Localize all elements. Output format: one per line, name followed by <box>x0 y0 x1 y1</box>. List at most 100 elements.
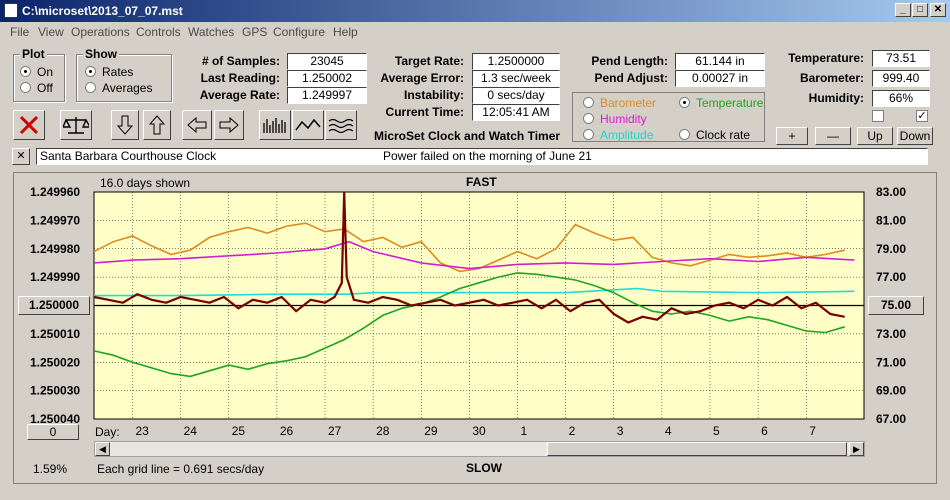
plot-off-radio[interactable]: Off <box>20 81 53 95</box>
average-error-label: Average Error: <box>380 71 464 85</box>
x-tick-label: 30 <box>472 424 486 438</box>
menu-operations[interactable]: Operations <box>71 25 130 39</box>
overlay-barometer-radio[interactable]: Barometer <box>583 96 656 110</box>
bar-graph-button[interactable] <box>259 110 291 140</box>
minus-button[interactable]: — <box>815 127 851 145</box>
menu-watches[interactable]: Watches <box>188 25 235 39</box>
temperature-field: 73.51 <box>872 50 930 67</box>
y-left-tick-label: 1.249960 <box>30 185 80 199</box>
up-button[interactable]: Up <box>857 127 893 145</box>
chart-bottom-title: SLOW <box>466 461 502 475</box>
menu-controls[interactable]: Controls <box>136 25 181 39</box>
app-icon <box>4 3 18 18</box>
percent-label: 1.59% <box>33 462 68 476</box>
x-tick-label: 3 <box>617 424 624 438</box>
arrow-down-button[interactable] <box>111 110 139 140</box>
show-group: Show Rates Averages <box>76 47 172 102</box>
overlay-clockrate-radio[interactable]: Clock rate <box>679 128 750 142</box>
menu-view[interactable]: View <box>38 25 64 39</box>
minimize-button[interactable]: _ <box>895 3 911 17</box>
x-tick-label: 23 <box>136 424 150 438</box>
wave-graph-icon <box>328 118 354 134</box>
plot-on-radio[interactable]: On <box>20 65 53 79</box>
show-averages-radio[interactable]: Averages <box>85 81 152 95</box>
menu-configure[interactable]: Configure <box>273 25 326 39</box>
red-x-icon <box>19 115 39 135</box>
barometer-label: Barometer: <box>799 71 864 85</box>
x-tick-label: 7 <box>809 424 816 438</box>
balance-button[interactable] <box>60 110 92 140</box>
stop-button[interactable] <box>13 110 45 140</box>
target-rate-label: Target Rate: <box>394 54 464 68</box>
y-left-tick-label: 1.250010 <box>30 327 80 341</box>
x-prefix-label: Day: <box>95 425 120 439</box>
pend-length-field: 61.144 in <box>675 53 765 70</box>
arrow-left-icon <box>187 116 207 134</box>
y-left-tick-label: 1.250030 <box>30 384 80 398</box>
humidity-label: Humidity: <box>808 91 864 105</box>
x-tick-label: 26 <box>280 424 294 438</box>
x-tick-label: 28 <box>376 424 390 438</box>
scale-balance-icon <box>63 117 89 134</box>
title-bar: C:\microset\2013_07_07.mst _ □ ✕ <box>0 0 950 22</box>
horizontal-scrollbar[interactable]: ◀ ▶ <box>94 441 865 457</box>
wave-graph-button[interactable] <box>325 110 357 140</box>
left-checkbox[interactable] <box>872 110 884 122</box>
menu-help[interactable]: Help <box>333 25 358 39</box>
close-button[interactable]: ✕ <box>930 3 946 17</box>
overlay-humidity-radio[interactable]: Humidity <box>583 112 647 126</box>
samples-label: # of Samples: <box>201 54 280 68</box>
current-time-field: 12:05:41 AM <box>472 104 560 121</box>
humidity-field: 66% <box>872 90 930 107</box>
menu-bar: File View Operations Controls Watches GP… <box>0 22 950 42</box>
note-left-text: Santa Barbara Courthouse Clock <box>40 149 217 163</box>
overlay-selector: Barometer Temperature Humidity Amplitude… <box>572 92 765 142</box>
x-tick-label: 25 <box>232 424 246 438</box>
plot-group: Plot On Off <box>13 47 65 102</box>
y-left-tick-label: 1.250040 <box>30 412 80 426</box>
pend-adjust-field: 0.00027 in <box>675 70 765 87</box>
line-graph-button[interactable] <box>292 110 324 140</box>
menu-gps[interactable]: GPS <box>242 25 268 39</box>
overlay-temperature-radio[interactable]: Temperature <box>679 96 763 110</box>
show-rates-radio[interactable]: Rates <box>85 65 133 79</box>
down-button[interactable]: Down <box>897 127 933 145</box>
right-value-box[interactable]: 75.00 <box>868 296 924 315</box>
series-line-amplitude <box>94 287 855 297</box>
right-checkbox[interactable]: ✓ <box>916 110 928 122</box>
menu-file[interactable]: File <box>10 25 30 39</box>
window-title: C:\microset\2013_07_07.mst <box>22 4 183 18</box>
overlay-amplitude-radio[interactable]: Amplitude <box>583 128 653 142</box>
x-tick-label: 2 <box>569 424 576 438</box>
line-graph-icon <box>295 118 321 131</box>
pend-length-label: Pend Length: <box>591 54 668 68</box>
pend-adjust-label: Pend Adjust: <box>594 71 668 85</box>
arrow-left-button[interactable] <box>182 110 212 140</box>
left-value-box[interactable]: 1.250000 <box>18 296 90 315</box>
arrow-right-button[interactable] <box>214 110 244 140</box>
average-rate-field: 1.249997 <box>287 87 367 104</box>
average-error-field: 1.3 sec/week <box>472 70 560 87</box>
bottom-value-box[interactable]: 0 <box>27 424 79 440</box>
scroll-thumb[interactable] <box>547 442 847 456</box>
maximize-button[interactable]: □ <box>912 3 928 17</box>
arrow-down-icon <box>116 115 134 135</box>
scroll-left-icon[interactable]: ◀ <box>95 442 110 456</box>
target-rate-field[interactable]: 1.2500000 <box>472 53 560 70</box>
show-group-title: Show <box>83 47 119 61</box>
note-field[interactable]: Santa Barbara Courthouse Clock Power fai… <box>36 148 928 165</box>
last-reading-field: 1.250002 <box>287 70 367 87</box>
y-right-tick-label: 79.00 <box>876 242 906 256</box>
current-time-label: Current Time: <box>385 105 464 119</box>
scroll-right-icon[interactable]: ▶ <box>849 442 864 456</box>
plus-button[interactable]: + <box>776 127 808 145</box>
series-line-humidity <box>93 240 855 270</box>
note-center-text: Power failed on the morning of June 21 <box>383 149 592 163</box>
plot-group-title: Plot <box>20 47 47 61</box>
note-close-button[interactable]: ✕ <box>12 148 30 165</box>
instability-field: 0 secs/day <box>472 87 560 104</box>
y-right-tick-label: 73.00 <box>876 327 906 341</box>
arrow-up-button[interactable] <box>143 110 171 140</box>
y-right-tick-label: 77.00 <box>876 270 906 284</box>
